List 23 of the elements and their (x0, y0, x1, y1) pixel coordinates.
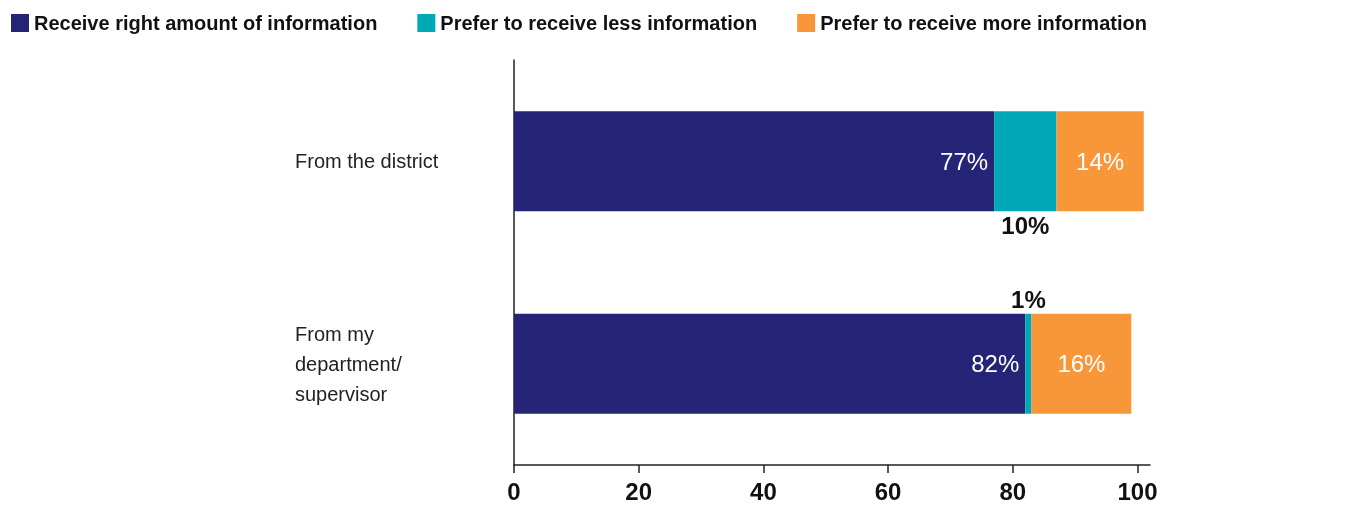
bar (1025, 313, 1032, 414)
x-tick-label: 20 (625, 477, 653, 505)
x-tick-label: 80 (999, 477, 1027, 505)
data-label: 10% (1001, 211, 1050, 239)
x-tick-label: 100 (1117, 477, 1158, 505)
data-label: 14% (1076, 147, 1125, 175)
legend-label: Receive right amount of information (34, 12, 378, 34)
data-label: 82% (971, 350, 1020, 378)
bar (994, 111, 1057, 212)
x-tick-label: 0 (507, 477, 521, 505)
bar (514, 313, 1026, 414)
y-tick-label: From the district (295, 150, 439, 173)
data-label: 77% (940, 147, 989, 175)
data-label: 16% (1057, 350, 1106, 378)
legend-label: Prefer to receive less information (440, 12, 758, 34)
x-tick-label: 40 (750, 477, 777, 505)
bar (1031, 313, 1132, 414)
data-label: 1% (1011, 286, 1046, 314)
y-tick-label: From my department/ supervisor (295, 322, 408, 405)
x-tick-label: 60 (874, 477, 902, 505)
bar (1056, 111, 1144, 212)
legend-label: Prefer to receive more information (820, 12, 1147, 34)
bar (514, 111, 995, 212)
